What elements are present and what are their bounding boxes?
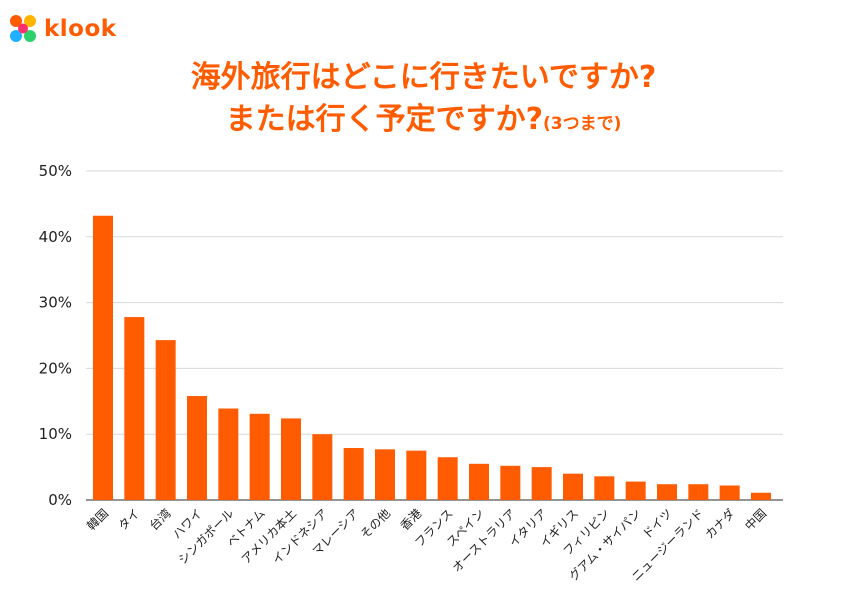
bar [93, 215, 113, 500]
x-category-label: 香港 [398, 506, 425, 533]
title-line-2: または行く予定ですか?(3つまで) [0, 98, 847, 146]
bar [594, 476, 615, 500]
x-category-label: その他 [358, 506, 393, 541]
bar [437, 457, 458, 500]
bar [312, 434, 333, 500]
bar [719, 485, 740, 500]
chart-title: 海外旅行はどこに行きたいですか? または行く予定ですか?(3つまで) [0, 58, 847, 146]
klook-logo: klook [6, 12, 117, 46]
x-category-label: 韓国 [84, 506, 111, 533]
bar [469, 463, 489, 500]
bar [155, 340, 176, 500]
y-tick-label: 50% [39, 162, 72, 180]
x-category-label: タイ [116, 506, 143, 533]
klook-logo-icon [10, 15, 36, 42]
y-tick-label: 40% [39, 228, 72, 246]
bar [406, 450, 427, 500]
bar [500, 465, 521, 500]
bar [531, 467, 552, 500]
y-tick-label: 10% [39, 425, 72, 443]
y-tick-label: 30% [39, 294, 72, 312]
bar [375, 449, 395, 500]
brand-name: klook [44, 16, 117, 42]
bar [343, 448, 364, 500]
x-category-label: 台湾 [146, 506, 174, 534]
bar [249, 413, 270, 500]
title-line-2-text: または行く予定ですか? [225, 102, 544, 137]
x-axis-labels: 韓国 タイ 台湾ハワイシンガポールベトナムアメリカ本土インドネシアマレーシアその他香… [84, 506, 769, 584]
title-line-1: 海外旅行はどこに行きたいですか? [190, 60, 657, 95]
bar [688, 484, 709, 500]
bar [751, 492, 771, 500]
bars [93, 215, 771, 500]
y-tick-label: 20% [39, 359, 72, 377]
title-note: (3つまで) [543, 114, 622, 134]
bar [124, 317, 145, 500]
bar [218, 408, 239, 500]
bar [563, 473, 583, 500]
y-axis-labels: 0% 10% 20% 30% 40% 50% [39, 162, 72, 509]
bar [281, 418, 301, 500]
bar [187, 396, 207, 500]
bar [625, 481, 646, 500]
bar [657, 484, 677, 500]
x-category-label: カナダ [702, 506, 738, 542]
x-category-label: 中国 [742, 506, 770, 534]
y-tick-label: 0% [48, 491, 72, 509]
